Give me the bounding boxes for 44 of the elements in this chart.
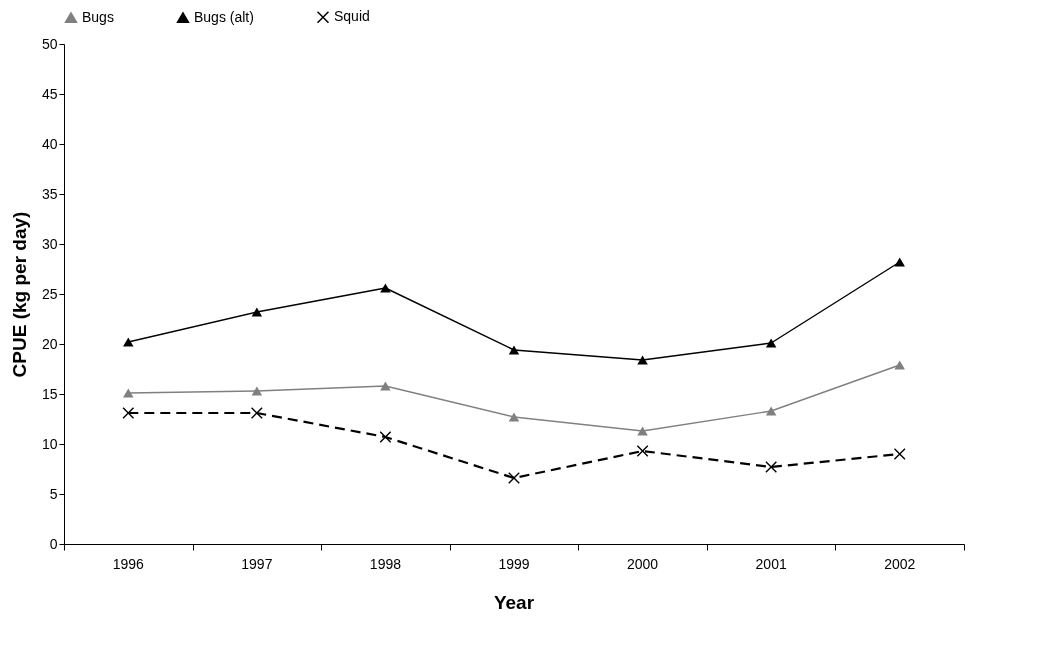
legend-label: Bugs (alt): [194, 8, 254, 25]
point: [637, 426, 648, 436]
x-tick-label: 1996: [112, 556, 145, 572]
x-tick-label: 1997: [241, 556, 273, 572]
point: [251, 307, 263, 317]
y-tick-label: 5: [49, 485, 58, 502]
x-tick-label: 2002: [884, 556, 916, 572]
point: [893, 448, 906, 460]
x-tick-label: 2000: [626, 556, 659, 572]
point: [251, 386, 263, 396]
y-tick-label: 0: [49, 535, 58, 552]
y-tick-label: 15: [41, 385, 58, 402]
y-tick-label: 50: [41, 35, 58, 52]
point: [122, 407, 135, 419]
point: [379, 431, 392, 443]
x-tick-label: 2001: [755, 556, 787, 572]
y-tick-label: 45: [41, 85, 58, 102]
legend-label: Squid: [334, 8, 370, 25]
point: [765, 406, 777, 416]
point: [894, 360, 905, 370]
y-tick-label: 35: [41, 185, 58, 202]
y-axis-title: CPUE (kg per day): [8, 211, 30, 378]
y-tick-label: 30: [41, 235, 58, 252]
x-tick-label: 1998: [369, 556, 402, 572]
x-axis-title: Year: [493, 592, 535, 613]
y-tick-label: 25: [41, 285, 58, 302]
legend-label: Bugs: [82, 8, 114, 25]
y-tick-label: 10: [41, 435, 58, 452]
point: [765, 338, 777, 348]
x-tick-label: 1999: [498, 556, 530, 572]
point: [765, 461, 778, 473]
y-tick-label: 20: [41, 335, 58, 352]
y-tick-label: 40: [41, 135, 58, 152]
point: [508, 472, 520, 484]
point: [380, 381, 391, 391]
point: [250, 407, 263, 419]
point: [508, 412, 520, 422]
point: [380, 283, 391, 293]
point: [636, 445, 649, 457]
point: [123, 388, 134, 398]
point: [894, 257, 905, 267]
point: [508, 345, 520, 355]
point: [637, 355, 648, 365]
point: [123, 337, 134, 347]
